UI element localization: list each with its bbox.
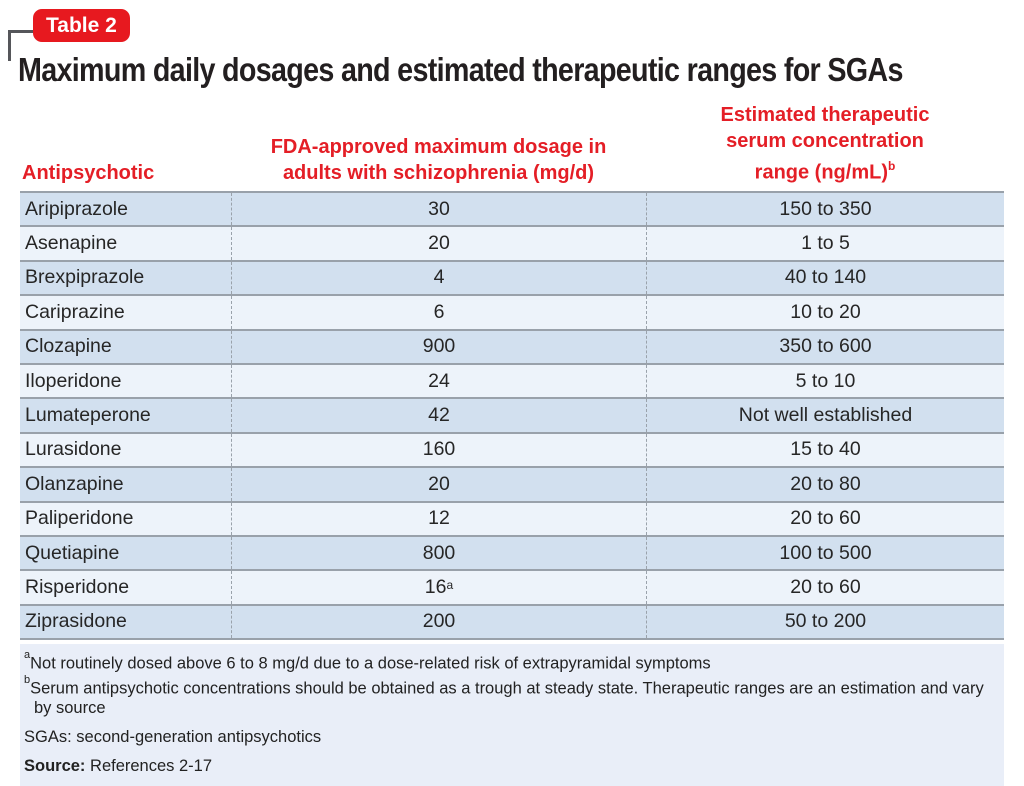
column-header-label: adults with schizophrenia (mg/d) <box>282 162 595 184</box>
max-dosage-cell: 200 <box>231 605 646 639</box>
serum-range-cell: 40 to 140 <box>646 261 1004 295</box>
drug-name-cell: Ziprasidone <box>25 610 127 633</box>
column-header-label: Antipsychotic <box>22 162 155 184</box>
serum-range-cell: 15 to 40 <box>646 433 1004 467</box>
table-row: Clozapine 900 350 to 600 <box>20 330 1004 365</box>
max-dosage-cell: 4 <box>231 261 646 295</box>
max-dosage-cell: 12 <box>231 502 646 535</box>
table-badge-label: Table 2 <box>46 13 117 37</box>
drug-name-cell: Lumateperone <box>25 404 151 427</box>
column-header-label: FDA-approved maximum dosage in <box>270 136 607 158</box>
serum-range-cell: 50 to 200 <box>646 605 1004 639</box>
max-dosage-cell: 24 <box>231 364 646 398</box>
serum-range-cell: 20 to 80 <box>646 468 1004 501</box>
table-body: Aripiprazole 30 150 to 350 Asenapine 20 … <box>20 191 1004 641</box>
serum-range-cell: 5 to 10 <box>646 364 1004 398</box>
footnote-a-text: Not routinely dosed above 6 to 8 mg/d du… <box>30 654 711 673</box>
table-row: Risperidone 16 a 20 to 60 <box>20 571 1004 606</box>
serum-range-cell: 10 to 20 <box>646 296 1004 329</box>
source-text: References 2-17 <box>90 757 213 775</box>
serum-range-cell: 100 to 500 <box>646 536 1004 570</box>
serum-range-cell: 350 to 600 <box>646 330 1004 363</box>
table-row: Lumateperone 42 Not well established <box>20 399 1004 434</box>
dosage-table: Antipsychotic FDA-approved maximum dosag… <box>20 100 1004 641</box>
max-dosage-cell: 20 <box>231 468 646 501</box>
drug-name-cell: Cariprazine <box>25 300 125 323</box>
drug-name-cell: Lurasidone <box>25 438 122 461</box>
table-row: Paliperidone 12 20 to 60 <box>20 502 1004 537</box>
max-dosage-cell: 800 <box>231 536 646 570</box>
footnote-b-marker: b <box>24 673 31 686</box>
table-header-row: Antipsychotic FDA-approved maximum dosag… <box>20 100 1004 191</box>
max-dosage-cell: 30 <box>231 193 646 226</box>
footnote-marker-a: a <box>446 578 454 593</box>
table-row: Ziprasidone 200 50 to 200 <box>20 605 1004 641</box>
drug-name-cell: Iloperidone <box>25 369 122 392</box>
drug-name-cell: Clozapine <box>25 335 112 358</box>
serum-range-cell: 20 to 60 <box>646 571 1004 604</box>
page-title: Maximum daily dosages and estimated ther… <box>18 51 903 88</box>
drug-name-cell: Quetiapine <box>25 541 120 564</box>
max-dosage-cell: 20 <box>231 227 646 260</box>
source-note: Source: References 2-17 <box>24 756 996 776</box>
footnote-a-marker: a <box>24 649 31 661</box>
table-badge: Table 2 <box>33 9 130 42</box>
footnote-b: bSerum antipsychotic concentrations shou… <box>24 674 996 719</box>
max-dosage-cell: 16 a <box>231 571 646 604</box>
footnote-a: aNot routinely dosed above 6 to 8 mg/d d… <box>24 649 996 674</box>
column-header-serum-range: Estimated therapeutic serum concentratio… <box>646 102 1004 191</box>
table-row: Iloperidone 24 5 to 10 <box>20 364 1004 400</box>
table-row: Quetiapine 800 100 to 500 <box>20 536 1004 572</box>
serum-range-cell: 1 to 5 <box>646 227 1004 260</box>
drug-name-cell: Risperidone <box>25 575 130 598</box>
serum-range-cell: Not well established <box>646 399 1004 432</box>
corner-bracket <box>8 30 41 61</box>
drug-name-cell: Brexpiprazole <box>25 266 145 289</box>
drug-name-cell: Aripiprazole <box>25 197 128 220</box>
table-row: Aripiprazole 30 150 to 350 <box>20 193 1004 228</box>
max-dosage-value: 16 <box>424 575 447 598</box>
drug-name-cell: Olanzapine <box>25 472 124 495</box>
column-header-label: Estimated therapeutic <box>720 104 930 127</box>
column-header-antipsychotic: Antipsychotic <box>20 160 231 191</box>
footnote-b-text: Serum antipsychotic concentrations shoul… <box>30 679 984 717</box>
abbreviations-note: SGAs: second-generation antipsychotics <box>24 728 322 746</box>
serum-range-cell: 150 to 350 <box>646 193 1004 226</box>
table-row: Olanzapine 20 20 to 80 <box>20 468 1004 503</box>
column-header-label: range (ng/mL) <box>754 162 888 184</box>
max-dosage-cell: 42 <box>231 399 646 432</box>
drug-name-cell: Asenapine <box>25 232 118 255</box>
table-row: Asenapine 20 1 to 5 <box>20 227 1004 262</box>
footnote-marker-b: b <box>888 159 896 174</box>
serum-range-cell: 20 to 60 <box>646 502 1004 535</box>
column-header-max-dosage: FDA-approved maximum dosage in adults wi… <box>231 134 646 191</box>
table-row: Cariprazine 6 10 to 20 <box>20 296 1004 331</box>
column-header-label: serum concentration <box>726 130 924 153</box>
max-dosage-cell: 6 <box>231 296 646 329</box>
source-label: Source: <box>24 757 86 775</box>
max-dosage-cell: 160 <box>231 433 646 467</box>
table-row: Lurasidone 160 15 to 40 <box>20 433 1004 469</box>
drug-name-cell: Paliperidone <box>25 507 134 530</box>
table-footer: aNot routinely dosed above 6 to 8 mg/d d… <box>20 644 1004 786</box>
table-row: Brexpiprazole 4 40 to 140 <box>20 261 1004 297</box>
max-dosage-cell: 900 <box>231 330 646 363</box>
